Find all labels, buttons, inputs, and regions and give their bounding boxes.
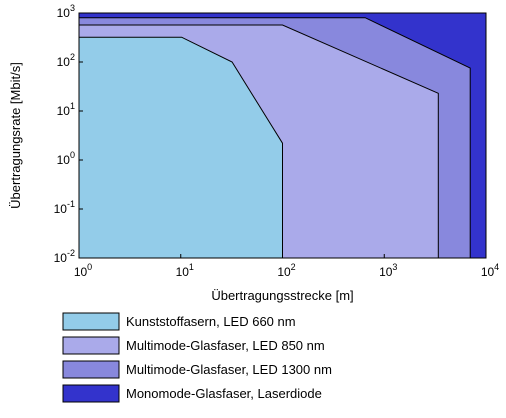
x-tick-label: 101 bbox=[176, 262, 194, 279]
tick-group: 100 101 102 103 104 10-2 10-1 100 101 102 103 bbox=[54, 3, 500, 279]
legend-swatch bbox=[62, 312, 120, 331]
legend-label: Kunststoffasern, LED 660 nm bbox=[126, 314, 296, 329]
y-tick-label: 10-1 bbox=[54, 199, 75, 216]
legend-swatch bbox=[62, 360, 120, 379]
legend-swatch bbox=[62, 336, 120, 355]
y-tick-label: 103 bbox=[57, 3, 75, 20]
legend: Kunststoffasern, LED 660 nm Multimode-Gla… bbox=[62, 312, 332, 403]
y-tick-label: 102 bbox=[57, 52, 75, 69]
x-axis-label: Übertragungsstrecke [m] bbox=[211, 288, 353, 303]
y-tick-label: 10-2 bbox=[54, 248, 75, 265]
legend-swatch bbox=[62, 384, 120, 403]
y-tick-label: 101 bbox=[57, 101, 75, 118]
x-tick-label: 104 bbox=[481, 262, 499, 279]
x-tick-label: 102 bbox=[277, 262, 295, 279]
y-axis-label: Übertragungsrate [Mbit/s] bbox=[8, 62, 23, 209]
x-tick-label: 103 bbox=[379, 262, 397, 279]
legend-label: Multimode-Glasfaser, LED 1300 nm bbox=[126, 362, 332, 377]
x-tick-label: 100 bbox=[74, 262, 92, 279]
area-series-group bbox=[78, 12, 487, 259]
legend-label: Multimode-Glasfaser, LED 850 nm bbox=[126, 338, 325, 353]
legend-label: Monomode-Glasfaser, Laserdiode bbox=[126, 386, 322, 401]
y-tick-label: 100 bbox=[57, 150, 75, 167]
